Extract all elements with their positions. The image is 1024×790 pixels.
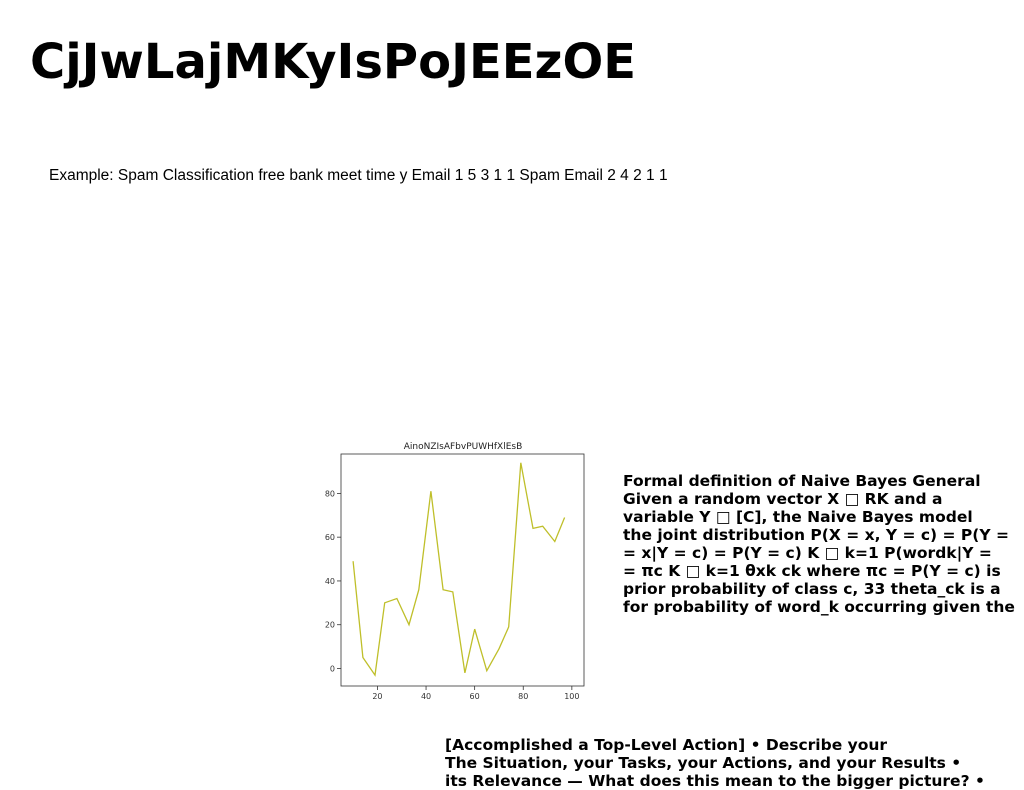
x-tick-label: 40: [421, 692, 431, 701]
chart-svg: AinoNZIsAFbvPUWHfXlEsB 20 40 60 80 100 0 20 40 6…: [325, 442, 585, 701]
line-chart: AinoNZIsAFbvPUWHfXlEsB 20 40 60 80 100 0 20 40 6…: [310, 436, 600, 706]
star-line: The Situation, your Tasks, your Actions,…: [445, 754, 962, 772]
y-tick-label: 40: [325, 577, 335, 586]
definition-line: = πc K □ k=1 θxk ck where πc = P(Y = c) …: [623, 562, 1001, 580]
definition-line: prior probability of class c, 33 theta_c…: [623, 580, 1001, 598]
x-tick-label: 20: [372, 692, 382, 701]
star-method-text: [Accomplished a Top-Level Action] • Desc…: [445, 736, 1024, 790]
example-text: Example: Spam Classification free bank m…: [49, 167, 668, 184]
definition-line: the joint distribution P(X = x, Y = c) =…: [623, 526, 1009, 544]
chart-title: AinoNZIsAFbvPUWHfXlEsB: [404, 442, 523, 452]
definition-line: for probability of word_k occurring give…: [623, 598, 1015, 616]
x-tick-label: 80: [518, 692, 528, 701]
definition-line: Given a random vector X □ RK and a: [623, 490, 943, 508]
star-line: [Accomplished a Top-Level Action] • Desc…: [445, 736, 888, 754]
definition-line: variable Y □ [C], the Naive Bayes model: [623, 508, 973, 526]
page-title: CjJwLajMKyIsPoJEEzOE: [30, 34, 637, 90]
naive-bayes-definition: Formal definition of Naive Bayes General…: [623, 472, 1023, 616]
definition-line: = x|Y = c) = P(Y = c) K □ k=1 P(wordk|Y …: [623, 544, 992, 562]
definition-line: Formal definition of Naive Bayes General: [623, 472, 981, 490]
y-tick-label: 60: [325, 533, 335, 542]
x-tick-label: 60: [470, 692, 480, 701]
series-line: [352, 462, 566, 677]
y-tick-label: 20: [325, 621, 335, 630]
star-line: its Relevance — What does this mean to t…: [445, 772, 985, 790]
y-tick-label: 0: [330, 664, 335, 673]
x-tick-label: 100: [564, 692, 579, 701]
plot-frame: [340, 453, 585, 687]
y-tick-label: 80: [325, 489, 335, 498]
